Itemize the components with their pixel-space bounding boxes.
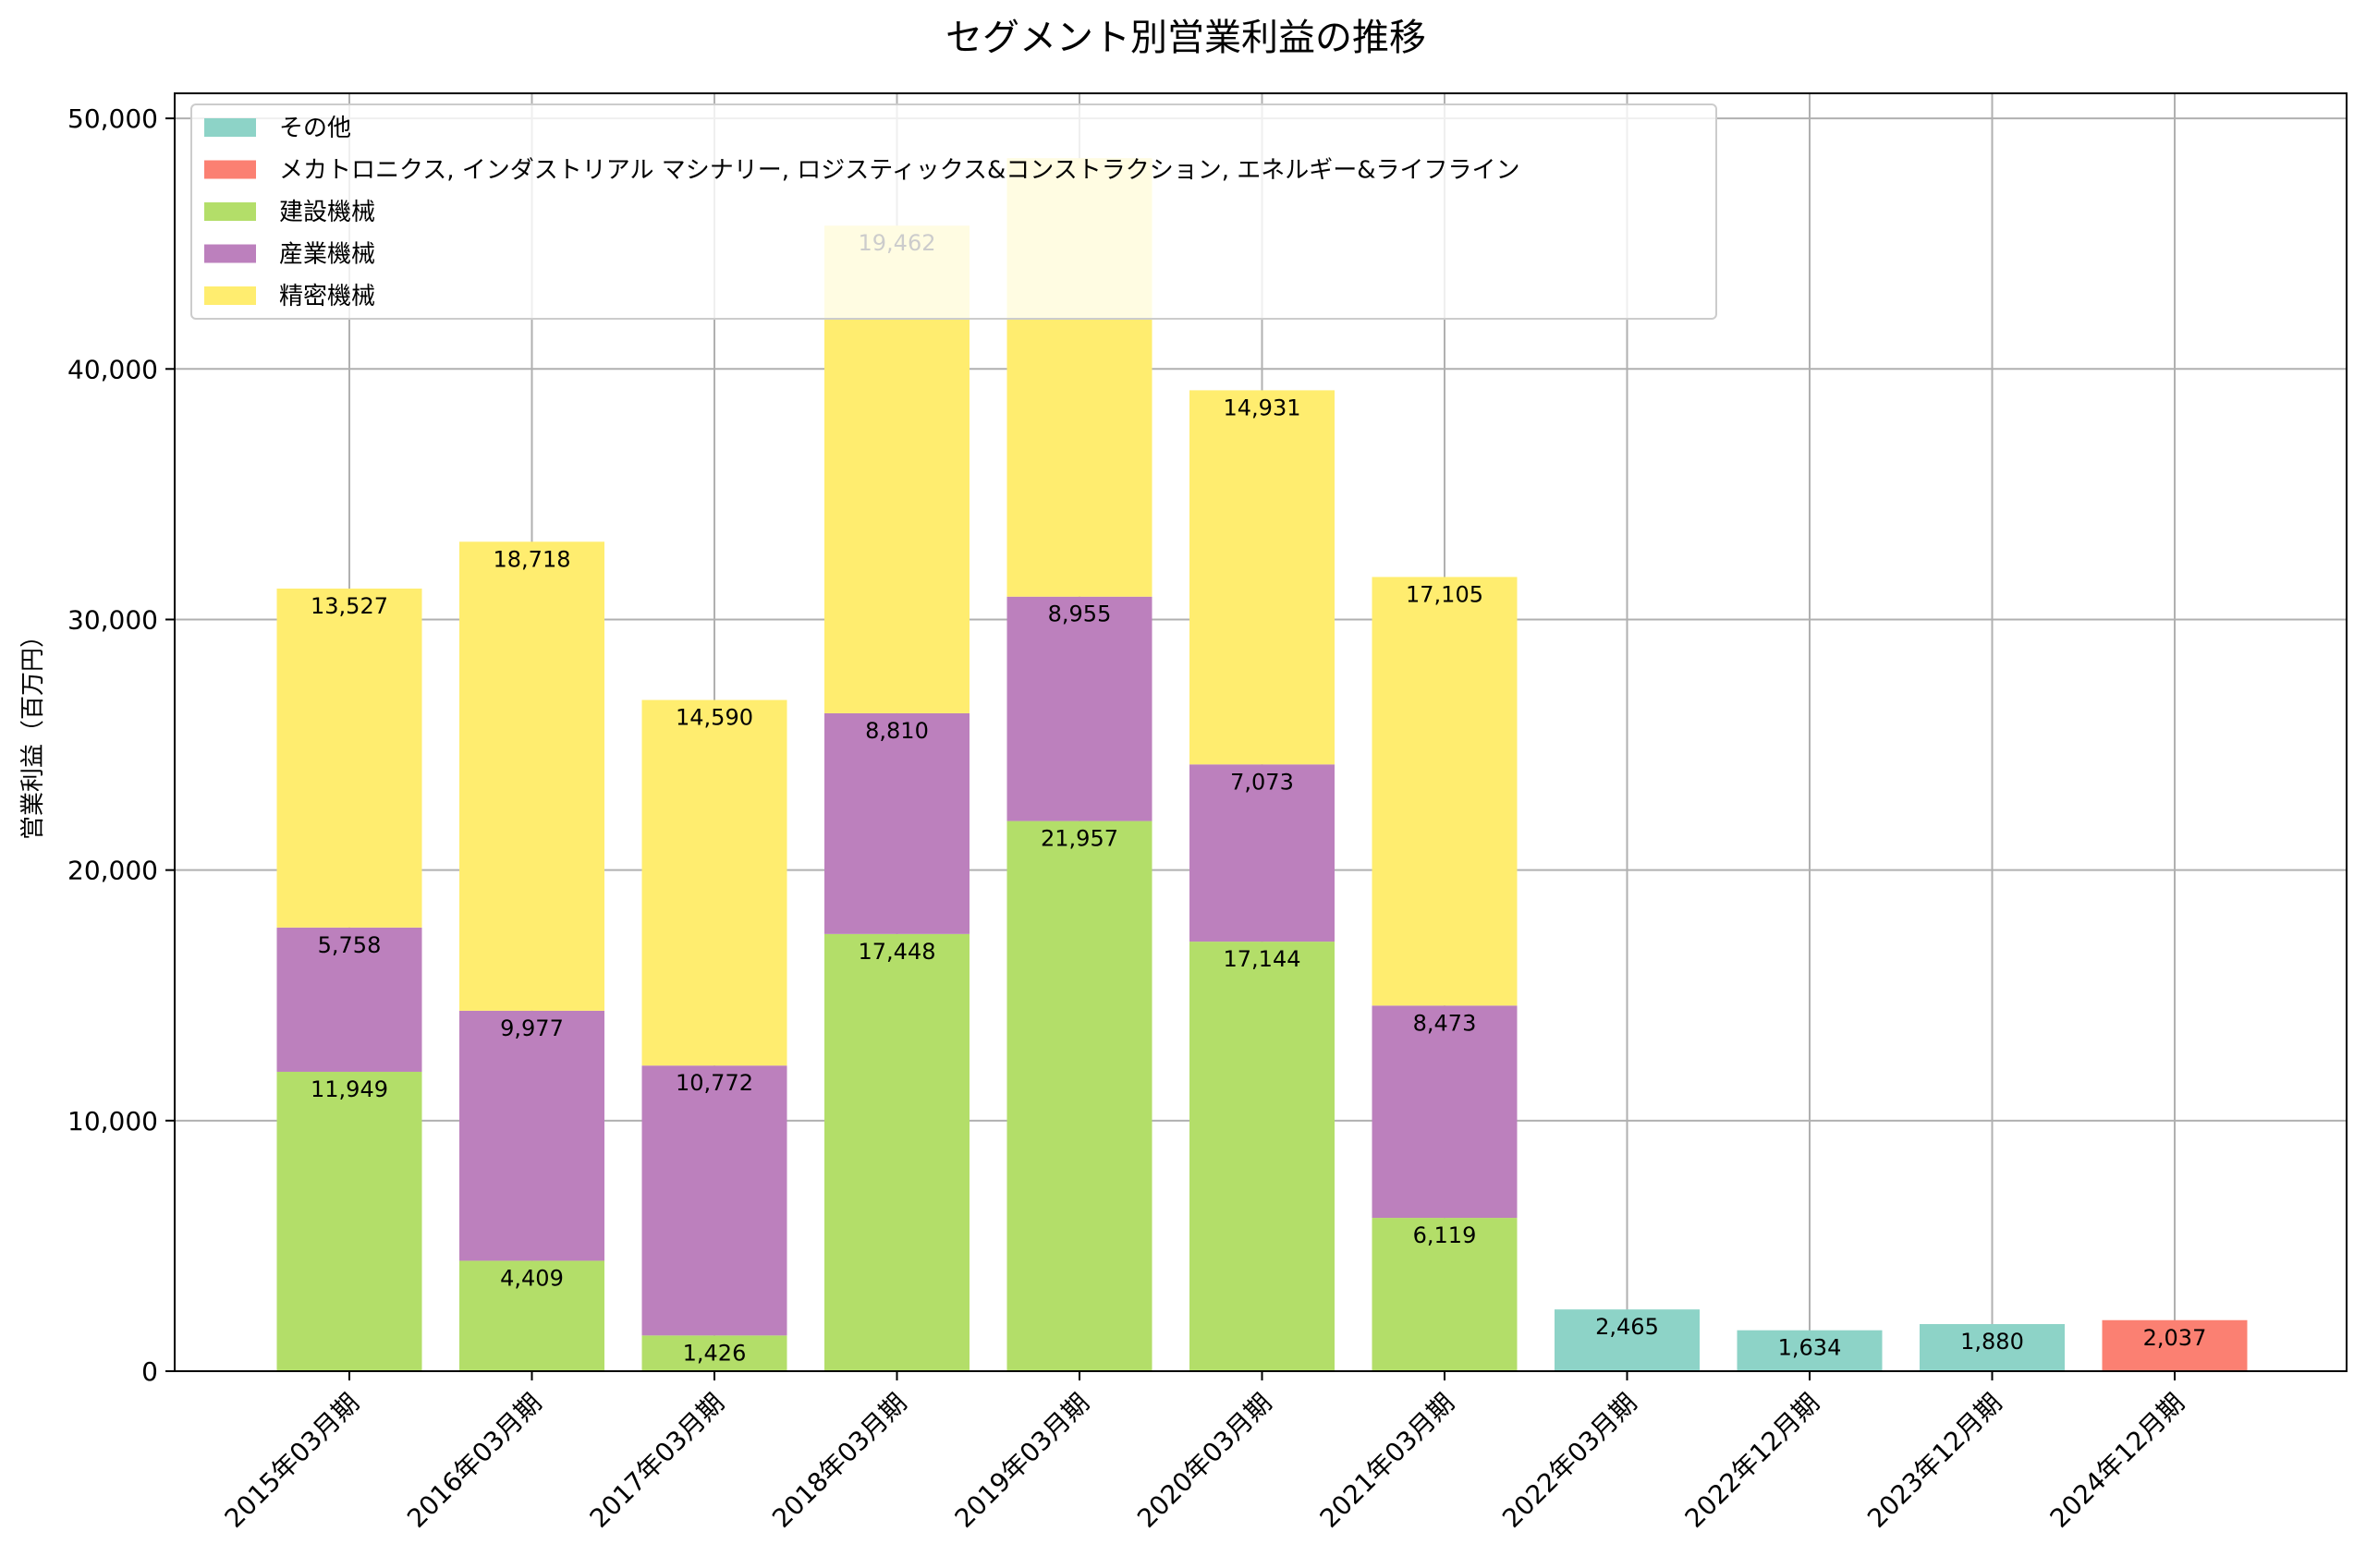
bar-value-label: 2,465: [1595, 1314, 1659, 1340]
legend-swatch: [204, 118, 256, 137]
bar-value-label: 14,931: [1224, 395, 1301, 420]
bar-value-label: 1,634: [1778, 1335, 1842, 1361]
bar-segment: [1189, 942, 1335, 1371]
bar-value-label: 8,955: [1048, 602, 1112, 627]
bar-segment: [1006, 596, 1153, 821]
y-axis: 0 10,000 20,000 30,000 40,000 50,000: [67, 103, 175, 1387]
plot-frame: [174, 92, 2348, 1372]
bar-segment: [1555, 1309, 1700, 1371]
bar-value-label: 13,527: [311, 593, 388, 619]
legend-entry: 精密機械: [279, 283, 375, 310]
bar-segment: [1372, 1005, 1518, 1219]
bar-segment: [1737, 1330, 1883, 1371]
bar-value-label: 9,977: [500, 1015, 564, 1041]
bar-segment: [459, 1260, 604, 1371]
y-axis-label: 営業利益（百万円）: [19, 624, 47, 840]
bar-segment: [1372, 577, 1518, 1006]
chart-title: セグメント別営業利益の推移: [945, 17, 1426, 59]
bars: [276, 158, 2248, 1371]
bar-value-label: 7,073: [1230, 769, 1294, 795]
bar-value-label: 11,949: [311, 1076, 388, 1102]
bar-value-label: 17,448: [859, 939, 936, 965]
bar-value-label: 14,590: [676, 705, 753, 731]
legend-entry: 建設機械: [279, 199, 375, 226]
bar-value-label: 8,810: [865, 718, 929, 744]
legend-entry: 産業機械: [279, 241, 375, 269]
y-tick-label: 10,000: [67, 1106, 158, 1136]
y-tick-label: 50,000: [67, 103, 158, 134]
bar-segment: [1189, 390, 1335, 765]
bar-value-label: 21,957: [1041, 826, 1118, 852]
bar-segment: [1006, 820, 1153, 1371]
bar-segment: [2102, 1319, 2248, 1371]
bar-segment: [459, 541, 604, 1011]
bar-segment: [641, 1335, 787, 1371]
legend-swatch: [204, 244, 256, 263]
legend-box: [190, 103, 1717, 320]
y-tick-label: 0: [141, 1356, 158, 1387]
bar-segment: [824, 933, 970, 1371]
bar-segment: [1920, 1324, 2065, 1371]
bar-value-label: 18,718: [494, 546, 571, 572]
bar-segment: [641, 1065, 787, 1336]
y-tick-label: 40,000: [67, 354, 158, 384]
bar-segment: [1372, 1218, 1518, 1371]
bar-segment: [276, 927, 422, 1072]
bar-value-label: 1,880: [1960, 1329, 2024, 1355]
bar-value-label: 17,144: [1224, 946, 1301, 972]
y-tick-label: 20,000: [67, 856, 158, 886]
legend-swatch: [204, 286, 256, 305]
bar-value-label: 17,105: [1406, 581, 1483, 607]
bar-segment: [824, 712, 970, 934]
bar-segment: [459, 1010, 604, 1261]
legend-swatch: [204, 160, 256, 179]
bar-segment: [276, 589, 422, 928]
bar-segment: [1189, 764, 1335, 942]
bar-segment: [276, 1071, 422, 1371]
bar-value-label: 1,426: [683, 1340, 747, 1366]
bar-value-label: 6,119: [1413, 1222, 1477, 1248]
bar-value-label: 4,409: [500, 1265, 564, 1291]
legend-entry: メカトロニクス, インダストリアル マシナリー, ロジスティックス&コンストラク…: [279, 157, 1520, 185]
bar-value-label: 10,772: [676, 1070, 753, 1096]
y-tick-label: 30,000: [67, 604, 158, 635]
bar-value-label: 8,473: [1413, 1010, 1477, 1036]
bar-value-label: 5,758: [318, 932, 382, 958]
legend-swatch: [204, 202, 256, 221]
bar-value-label: 2,037: [2143, 1325, 2207, 1351]
legend-entry: その他: [279, 115, 351, 142]
bar-segment: [641, 699, 787, 1066]
